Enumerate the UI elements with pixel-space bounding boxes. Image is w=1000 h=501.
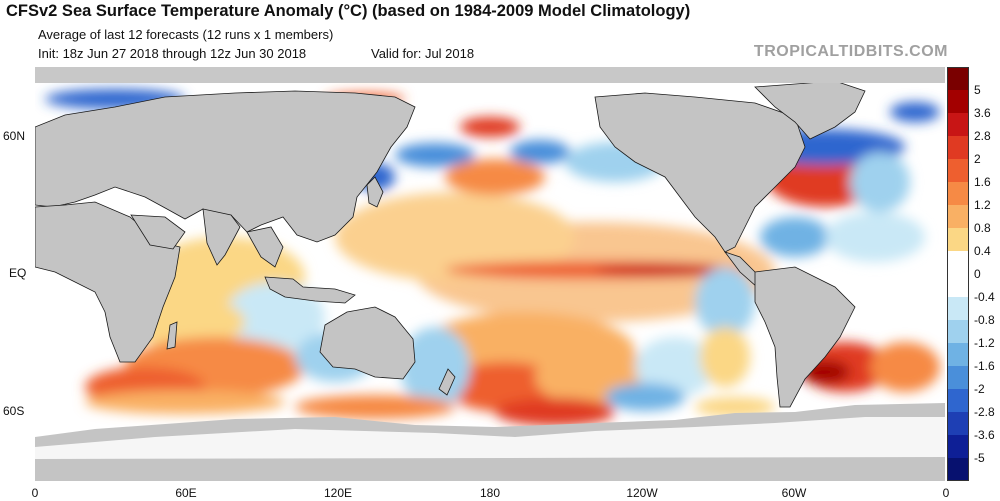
colorbar-swatch [947,343,969,367]
new-zealand-land [438,368,456,396]
valid-time: Valid for: Jul 2018 [371,46,475,61]
brand-watermark: TROPICALTIDBITS.COM [753,43,948,60]
lon-label-60e: 60E [175,486,197,500]
colorbar-swatch [947,228,969,252]
lat-label-60n: 60N [3,129,26,143]
lat-label-60s: 60S [3,404,25,418]
antarctic-white-shelf [35,417,945,459]
colorbar-swatch [947,274,969,298]
colorbar-swatch [947,159,969,183]
colorbar-tick-label: 3.6 [974,106,991,120]
lon-label-120w: 120W [626,486,658,500]
colorbar-swatch [947,297,969,321]
colorbar-tick-label: 1.2 [974,198,991,212]
lon-label-0-right: 0 [942,486,950,500]
colorbar-swatch [947,90,969,114]
colorbar-tick-label: -5 [974,451,985,465]
colorbar-swatch [947,113,969,137]
colorbar-swatch [947,366,969,390]
arabia-land [130,214,186,250]
colorbar-tick-label: 1.6 [974,175,991,189]
colorbar-tick-label: -0.8 [974,313,995,327]
anomaly-field [45,89,940,426]
colorbar-tick-label: 0 [974,267,981,281]
colorbar-tick-label: -2.8 [974,405,995,419]
colorbar-swatch [947,136,969,160]
colorbar-swatch [947,389,969,413]
colorbar-swatch [947,67,969,91]
eurasia-land [35,90,416,243]
chart-subtitle: Average of last 12 forecasts (12 runs x … [38,27,334,42]
colorbar-tick-label: 2 [974,152,981,166]
lon-label-0-left: 0 [31,486,39,500]
colorbar [947,67,969,481]
south-america-land [754,266,856,408]
india-land [202,208,241,266]
colorbar-swatch [947,251,969,275]
colorbar-tick-label: -3.6 [974,428,995,442]
lon-label-180: 180 [479,486,501,500]
init-time: Init: 18z Jun 27 2018 through 12z Jun 30… [38,46,307,61]
se-asia-land [246,226,284,268]
colorbar-tick-label: -1.6 [974,359,995,373]
japan-land [366,176,384,208]
australia-land [319,306,416,380]
colorbar-swatch [947,412,969,436]
chart-title: CFSv2 Sea Surface Temperature Anomaly (°… [6,2,691,20]
greenland-land [754,80,866,140]
colorbar-tick-label: -2 [974,382,985,396]
colorbar-swatch [947,458,969,481]
lon-label-120e: 120E [323,486,353,500]
colorbar-swatch [947,182,969,206]
land-masses [35,80,866,408]
colorbar-swatch [947,205,969,229]
madagascar-land [166,321,178,350]
colorbar-tick-label: 2.8 [974,129,991,143]
colorbar-swatch [947,435,969,459]
colorbar-tick-label: -0.4 [974,290,995,304]
lat-label-eq: EQ [9,266,27,280]
colorbar-tick-label: -1.2 [974,336,995,350]
indonesia-land [264,276,356,304]
colorbar-tick-label: 5 [974,83,981,97]
north-america-land [594,92,806,253]
sst-anomaly-map [35,67,945,481]
lon-label-60w: 60W [781,486,807,500]
arctic-ice [35,67,945,83]
colorbar-tick-label: 0.4 [974,244,991,258]
colorbar-swatch [947,320,969,344]
colorbar-tick-label: 0.8 [974,221,991,235]
africa-land [35,201,181,363]
